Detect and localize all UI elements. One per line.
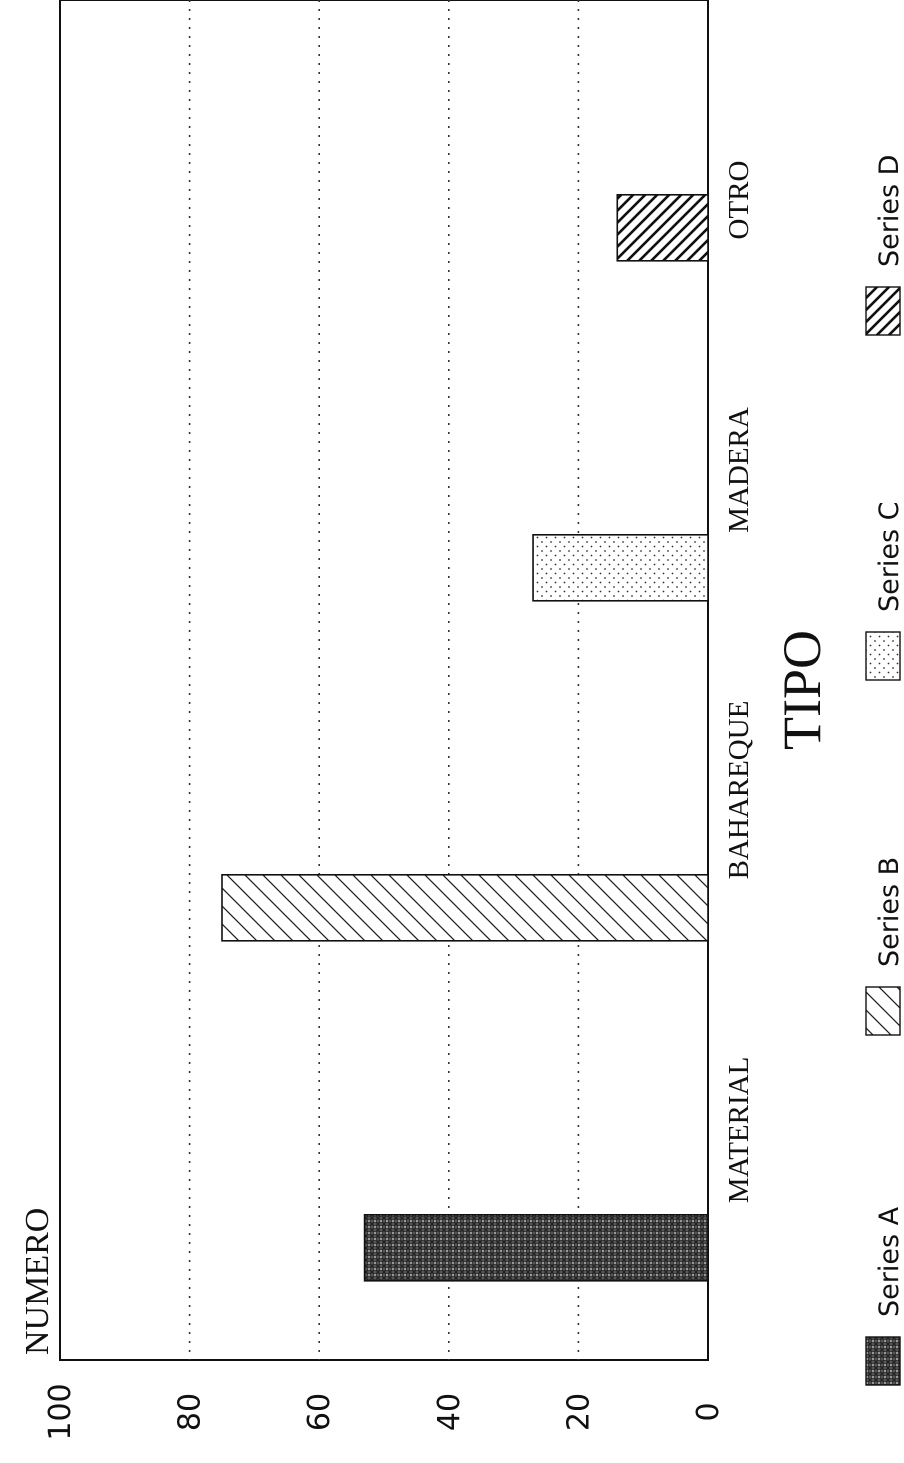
y-tick-label-3: 60 xyxy=(302,1393,337,1431)
y-axis-label: NUMERO xyxy=(19,1208,56,1355)
legend-label-3: Series D xyxy=(874,155,904,267)
y-tick-label-2: 40 xyxy=(432,1393,467,1431)
category-label-material: MATERIAL xyxy=(723,1057,755,1204)
category-label-madera: MADERA xyxy=(723,407,755,533)
y-tick-labels: 0 20 40 60 80 100 xyxy=(43,1383,726,1440)
x-axis-label: TIPO xyxy=(772,630,832,750)
bar-madera xyxy=(532,533,709,602)
legend: Series A Series B Series C Series D xyxy=(865,155,904,1386)
gridlines xyxy=(188,0,580,1360)
bar-material xyxy=(363,1214,709,1282)
legend-swatch-1 xyxy=(865,986,901,1036)
legend-swatch-3 xyxy=(865,286,901,336)
category-label-bahareque: BAHAREQUE xyxy=(723,701,755,880)
plot-area xyxy=(59,0,709,1361)
legend-label-0: Series A xyxy=(874,1206,904,1317)
y-tick-label-1: 20 xyxy=(561,1393,596,1431)
y-tick-label-5: 100 xyxy=(43,1383,78,1440)
legend-swatch-2 xyxy=(865,631,901,681)
category-label-otro: OTRO xyxy=(723,161,755,240)
bar-bahareque xyxy=(221,873,709,942)
category-labels: MATERIAL BAHAREQUE MADERA OTRO xyxy=(723,161,755,1204)
legend-swatch-0 xyxy=(865,1336,901,1386)
y-tick-label-0: 0 xyxy=(691,1402,726,1421)
bars xyxy=(221,194,709,1282)
legend-label-2: Series C xyxy=(874,502,904,612)
y-tick-label-4: 80 xyxy=(173,1393,208,1431)
legend-label-1: Series B xyxy=(874,857,904,967)
bar-otro xyxy=(616,194,709,262)
